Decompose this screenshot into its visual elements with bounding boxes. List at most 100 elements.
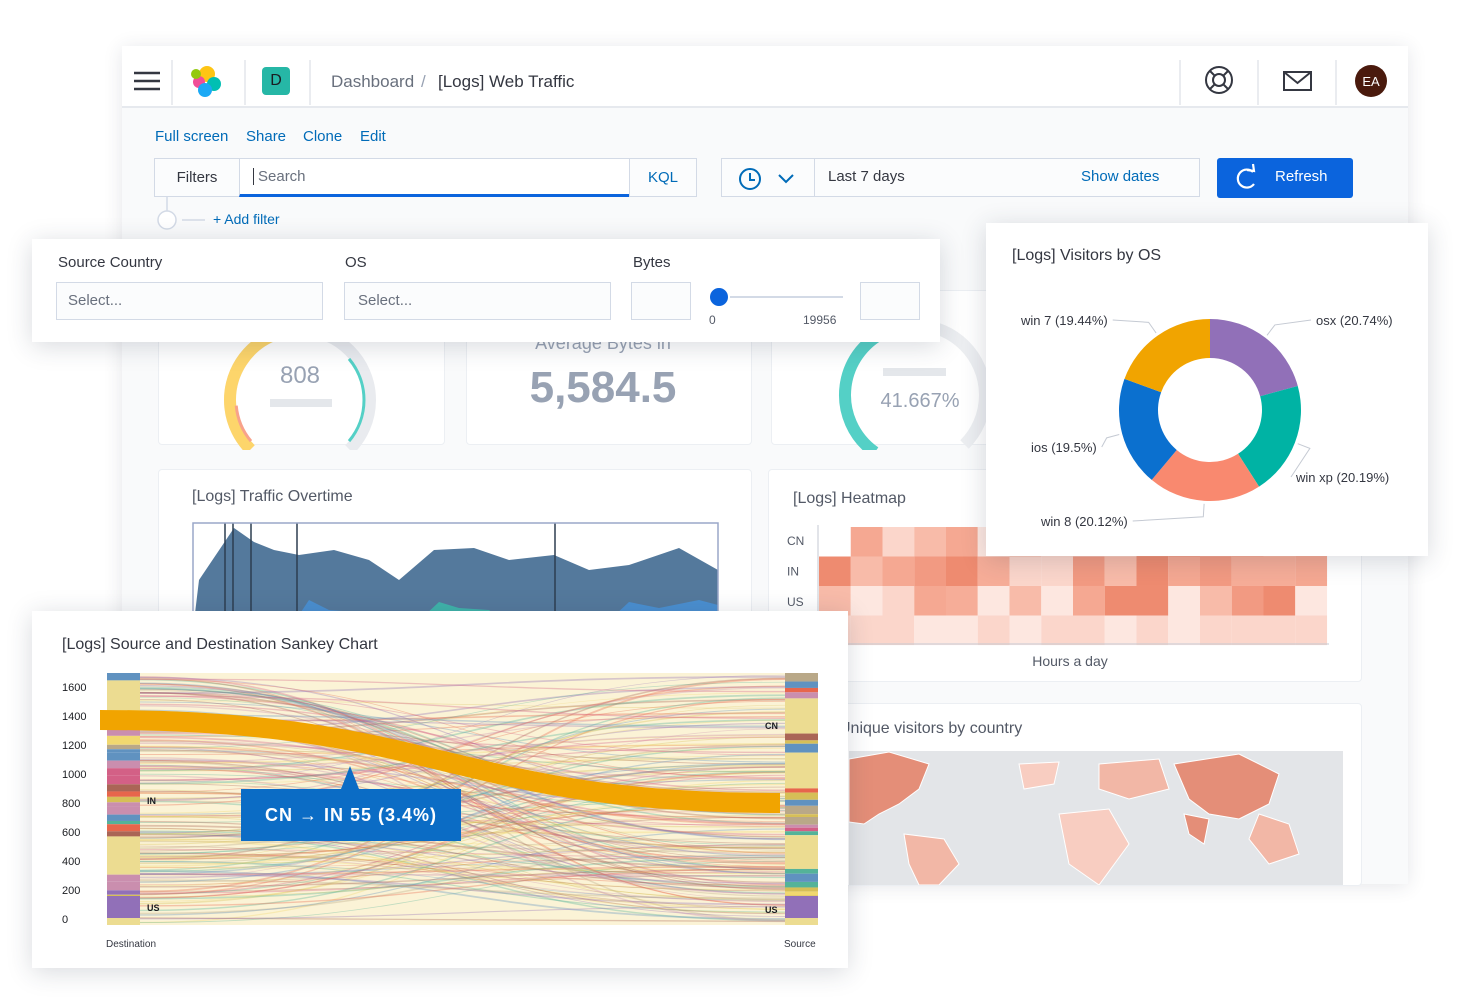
mail-icon[interactable] [1283,71,1312,91]
node [785,887,818,892]
country [848,751,930,825]
control-label: OS [345,254,367,271]
map-panel: Unique visitors by country [768,703,1362,886]
heat-cell [1231,556,1264,587]
node [785,673,818,682]
y-tick-label: 600 [62,827,80,839]
range-min-input[interactable] [631,282,691,320]
flow [139,852,786,886]
node [107,802,140,807]
heat-cell [914,527,947,557]
flow [139,852,786,892]
flow [139,678,786,906]
heat-cell [977,556,1010,587]
avatar[interactable] [1355,65,1387,97]
os-panel: [Logs] Visitors by OS osx (20.74%) win xp… [986,223,1428,556]
heat-cell [1200,556,1232,587]
country [903,833,960,885]
flow [139,743,786,764]
app-badge[interactable]: D [262,67,290,95]
flow [139,739,786,864]
add-filter[interactable]: + Add filter [213,211,280,227]
range-max-input[interactable] [860,282,920,320]
time-range: Last 7 days [828,168,905,185]
area [193,528,718,630]
slider-knob[interactable] [708,286,730,308]
node [785,914,818,925]
date-range[interactable] [814,158,1200,197]
avatar-initials: EA [1362,74,1380,89]
gauge-bar [270,399,332,407]
node [107,752,140,761]
quick-menu[interactable] [721,158,815,197]
node [785,868,818,874]
flow [139,839,786,910]
node [785,896,818,918]
flow [139,856,786,891]
flow [139,681,786,749]
select-input[interactable] [56,282,323,320]
kql-button[interactable]: KQL [629,158,697,197]
slice [1124,319,1210,393]
heat-cell [882,556,915,587]
gauge-value: 808 [279,362,321,389]
node [785,816,818,825]
node-label: CN [765,721,778,731]
flow [139,700,786,709]
select-placeholder: Select... [68,292,123,309]
leader-line [1290,443,1311,478]
flow [139,855,786,875]
flow [139,917,786,923]
flow [139,740,786,814]
node [107,814,140,821]
flow [139,828,786,916]
flow [139,760,786,897]
flow [139,780,786,846]
heat-cell [1295,556,1328,587]
flow [139,864,786,898]
flow [139,674,786,784]
heat-cell [1104,556,1137,587]
flow [139,872,786,878]
search-input[interactable] [239,158,630,197]
node [107,874,140,882]
select-input[interactable] [344,282,611,320]
nav-link[interactable]: Full screen [155,128,229,145]
heat-cell [946,615,978,646]
panel-title: [Logs] Heatmap [793,490,906,507]
flow [139,870,786,920]
leader-line [1112,319,1157,334]
logo[interactable] [191,66,221,97]
heat-cell [850,527,883,557]
flow [139,736,786,825]
help-icon[interactable] [1205,66,1233,94]
flow [139,879,786,900]
heat-cell [1073,615,1105,646]
flow [139,771,786,905]
flow [139,854,786,875]
flow [139,734,786,769]
flow [139,714,786,728]
breadcrumb-root[interactable]: Dashboard [331,72,415,91]
show-dates[interactable]: Show dates [1081,168,1160,185]
nav-link[interactable]: Edit [360,128,386,145]
country [1018,761,1060,790]
menu-icon[interactable] [134,71,160,91]
heat-cell [1231,615,1264,646]
filters-button[interactable]: Filters [154,158,240,197]
gauge-arc [234,405,253,443]
node [785,873,818,882]
traffic-chart [192,522,719,630]
nav-link[interactable]: Share [246,128,287,145]
heat-cell [1104,615,1137,646]
nav-link[interactable]: Clone [303,128,343,145]
flow [139,846,786,865]
node [107,760,140,769]
node [785,743,818,753]
flow [139,760,786,822]
node [107,784,140,792]
flow [139,691,786,891]
node [107,735,140,745]
flow [139,695,786,792]
